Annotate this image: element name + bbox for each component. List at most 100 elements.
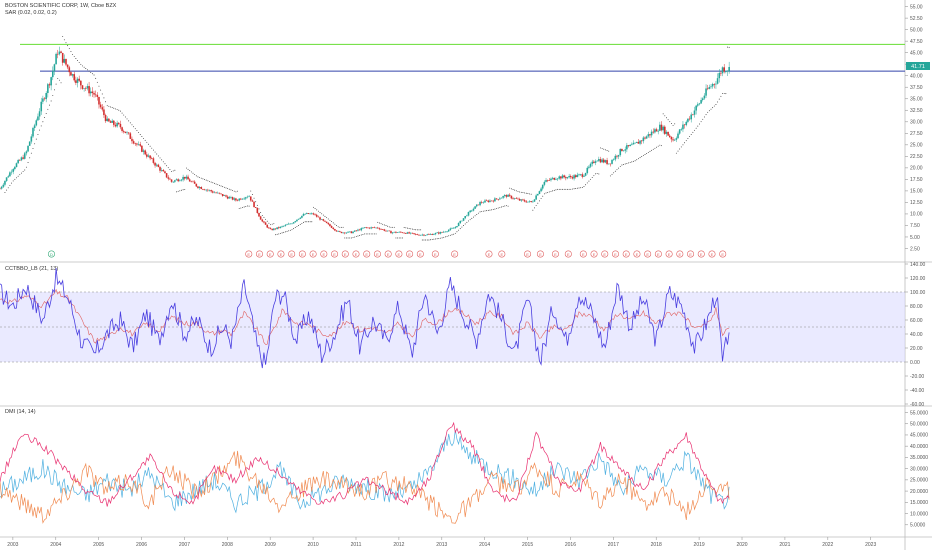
candle-body <box>14 167 16 170</box>
candle-body <box>63 58 66 63</box>
candle-body <box>226 196 229 199</box>
sar-dot <box>571 188 573 190</box>
candle-body <box>68 67 71 73</box>
candle-body <box>281 226 283 227</box>
candle-body <box>532 201 534 203</box>
sar-dot <box>111 107 113 109</box>
candle-body <box>444 231 447 233</box>
earnings-marker <box>384 250 392 258</box>
sar-dot <box>316 209 318 211</box>
sar-dot <box>232 190 234 191</box>
candle-body <box>398 231 401 233</box>
sar-dot <box>296 226 298 227</box>
time-tick-label: 2006 <box>136 542 147 548</box>
sar-dot <box>161 159 163 161</box>
sar-dot <box>177 190 179 192</box>
sar-dot <box>372 233 374 235</box>
candle-body <box>192 181 194 183</box>
candle-body <box>312 213 315 215</box>
sar-dot <box>131 124 133 126</box>
earnings-marker-label: E <box>668 252 671 257</box>
dmi-axis-tick-label: 35.0000 <box>910 455 928 461</box>
sar-dot <box>661 145 662 147</box>
earnings-marker-label: E <box>625 252 628 257</box>
sar-dot <box>723 92 725 94</box>
sar-dot <box>670 123 672 125</box>
candle-body <box>611 159 613 164</box>
candle-body <box>185 176 188 179</box>
candle-body <box>396 232 399 233</box>
sar-dot <box>476 214 478 215</box>
sar-dot <box>341 226 342 228</box>
sar-dot <box>179 190 181 192</box>
sar-dot <box>25 166 27 168</box>
candle-body <box>715 83 717 85</box>
candle-body <box>297 218 300 220</box>
sar-dot <box>40 125 42 127</box>
sar-dot <box>548 191 550 193</box>
candle-body <box>274 228 277 230</box>
sar-dot <box>426 239 428 241</box>
candle-body <box>149 155 151 159</box>
earnings-marker-label: E <box>434 252 437 257</box>
sar-dot <box>205 179 207 181</box>
time-axis[interactable]: 2003 2004 2005 2006 2007 2008 2009 2010 2011 2012… <box>7 537 876 548</box>
sar-dot <box>360 234 362 236</box>
sar-dot <box>603 148 605 150</box>
time-tick-label: 2012 <box>393 542 404 548</box>
sar-dot <box>657 145 659 147</box>
oscillator-pane[interactable]: 140.00 120.00 100.00 80.00 60.00 40.00 20.00 0.… <box>0 262 926 408</box>
candle-body <box>365 227 368 228</box>
sar-dot <box>611 173 613 175</box>
sar-dot <box>558 188 560 190</box>
candle-body <box>395 231 397 233</box>
earnings-marker-label: E <box>290 252 293 257</box>
earnings-marker <box>622 250 630 258</box>
candle-body <box>645 136 648 139</box>
sar-dot <box>148 143 149 145</box>
candle-body <box>89 91 92 94</box>
sar-dot <box>420 229 422 231</box>
oscillator-axis-tick-label: 140.00 <box>910 262 926 268</box>
earnings-marker-label: E <box>646 252 649 257</box>
candle-body <box>136 143 138 145</box>
candle-body <box>307 213 310 214</box>
candle-body <box>360 228 363 231</box>
candle-body <box>467 212 470 216</box>
sar-dot <box>207 180 209 182</box>
sar-dot <box>538 200 540 202</box>
sar-dot <box>443 236 445 238</box>
dmi-pane[interactable]: 55.0000 50.0000 45.0000 40.0000 35.0000 30.00… <box>0 410 928 529</box>
candle-body <box>682 124 684 130</box>
sar-dot <box>383 224 385 226</box>
sar-dot <box>293 228 295 230</box>
candle-body <box>121 127 123 131</box>
time-tick-label: 2014 <box>479 542 490 548</box>
time-tick-label: 2021 <box>779 542 790 548</box>
candle-body <box>203 189 206 191</box>
price-axis-tick-label: 2.50 <box>910 246 920 252</box>
sar-dot <box>631 161 633 163</box>
sar-dot <box>418 229 420 231</box>
sar-dot <box>365 233 367 235</box>
sar-dot <box>119 110 121 112</box>
candle-body <box>538 191 541 195</box>
price-pane[interactable]: 55.0052.5050.0047.5045.0042.5040.0037.50… <box>0 4 923 252</box>
candle-body <box>543 181 546 185</box>
dmi-axis-tick-label: 10.0000 <box>910 511 928 517</box>
sar-dot <box>260 212 262 213</box>
sar-dot <box>446 235 448 237</box>
sar-dot <box>115 108 116 110</box>
earnings-marker-label: E <box>280 252 283 257</box>
sar-dot <box>410 228 412 230</box>
candle-body <box>601 159 603 163</box>
sar-dot <box>139 134 141 135</box>
candle-body <box>602 159 605 163</box>
earnings-marker <box>363 250 371 258</box>
candle-body <box>370 227 372 229</box>
sar-dot <box>494 208 496 210</box>
sar-dot <box>728 46 730 48</box>
dmi-axis-tick-label: 50.0000 <box>910 422 928 428</box>
candle-body <box>122 130 125 132</box>
